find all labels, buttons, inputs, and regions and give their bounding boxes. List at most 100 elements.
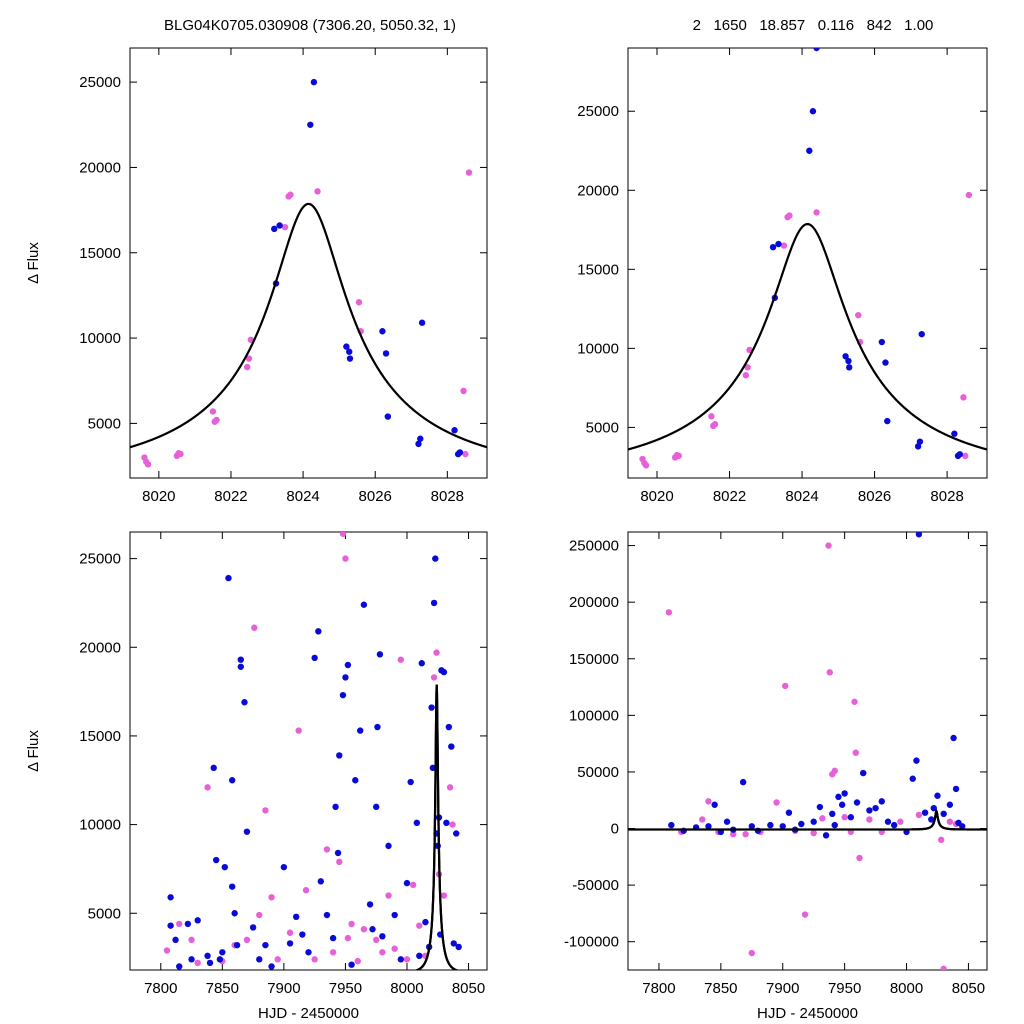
data-point bbox=[352, 777, 359, 784]
data-point bbox=[422, 918, 429, 926]
data-point bbox=[417, 435, 424, 442]
data-point bbox=[276, 222, 283, 229]
data-point bbox=[769, 243, 777, 251]
x-tick-label: 8028 bbox=[930, 488, 963, 505]
data-point bbox=[206, 959, 214, 967]
y-tick-label: 20000 bbox=[79, 159, 121, 176]
data-point bbox=[742, 830, 749, 838]
data-point bbox=[339, 532, 347, 537]
data-point bbox=[810, 818, 817, 825]
panel-bottom-left: 7800 7850 7900 7950 8000 8050 5000 10000 15000 20… bbox=[25, 531, 488, 1022]
data-point bbox=[329, 949, 337, 956]
data-point bbox=[847, 814, 855, 821]
data-point bbox=[262, 941, 269, 949]
data-point bbox=[231, 910, 238, 917]
data-point bbox=[940, 810, 947, 818]
data-point bbox=[825, 542, 832, 549]
data-point bbox=[453, 830, 460, 837]
data-point bbox=[274, 956, 281, 963]
data-point bbox=[382, 350, 390, 357]
x-tick-label: 8050 bbox=[952, 980, 985, 997]
data-point bbox=[413, 819, 421, 827]
data-point bbox=[455, 943, 462, 951]
data-point bbox=[730, 830, 737, 838]
data-point bbox=[167, 922, 174, 929]
data-point bbox=[841, 790, 848, 797]
data-point bbox=[384, 413, 392, 420]
data-point bbox=[443, 819, 450, 827]
data-point bbox=[456, 449, 464, 456]
x-axis-label: HJD - 2450000 bbox=[757, 1005, 858, 1022]
data-point bbox=[346, 355, 354, 362]
x-tick-label: 8024 bbox=[286, 488, 319, 505]
x-tick-label: 8000 bbox=[890, 980, 923, 997]
y-tick-label: 5000 bbox=[586, 419, 619, 436]
data-point bbox=[831, 821, 838, 829]
data-point bbox=[416, 922, 423, 929]
data-point bbox=[295, 727, 302, 734]
x-tick-label: 7900 bbox=[766, 980, 799, 997]
data-point bbox=[430, 674, 438, 681]
data-point bbox=[360, 926, 368, 933]
data-point bbox=[403, 879, 411, 887]
data-point bbox=[780, 242, 788, 249]
data-point bbox=[418, 319, 426, 326]
data-point bbox=[310, 78, 318, 86]
data-point bbox=[416, 952, 423, 960]
data-point bbox=[256, 911, 263, 919]
data-point bbox=[194, 917, 201, 924]
model-curve bbox=[130, 202, 487, 449]
y-tick-label: 15000 bbox=[577, 261, 619, 278]
data-point bbox=[838, 801, 846, 808]
data-point bbox=[354, 957, 361, 965]
data-point bbox=[915, 532, 923, 538]
data-point bbox=[256, 956, 263, 963]
data-point bbox=[369, 926, 376, 933]
y-tick-label: 5000 bbox=[88, 415, 121, 432]
data-point bbox=[921, 809, 929, 816]
data-point bbox=[775, 240, 782, 248]
data-point bbox=[219, 949, 226, 956]
y-tick-label: 25000 bbox=[577, 103, 619, 120]
data-point bbox=[956, 451, 964, 458]
data-point bbox=[860, 769, 867, 777]
data-point bbox=[445, 723, 453, 731]
data-point bbox=[959, 823, 966, 830]
data-point bbox=[855, 311, 862, 319]
data-point bbox=[143, 458, 150, 465]
data-point bbox=[641, 459, 648, 467]
header-left: BLG04K0705.030908 (7306.20, 5050.32, 1) bbox=[164, 17, 456, 34]
data-point bbox=[909, 775, 916, 782]
data-point bbox=[360, 601, 368, 608]
x-tick-label: 8026 bbox=[359, 488, 392, 505]
y-tick-label: 15000 bbox=[79, 728, 121, 745]
data-point bbox=[391, 945, 398, 952]
x-tick-label: 8000 bbox=[390, 980, 423, 997]
data-point bbox=[262, 807, 269, 814]
data-point bbox=[742, 372, 750, 379]
data-point bbox=[385, 892, 392, 899]
x-tick-label: 7800 bbox=[144, 980, 177, 997]
data-point bbox=[194, 959, 201, 967]
plot-area bbox=[163, 532, 462, 970]
data-point bbox=[163, 947, 171, 954]
data-point bbox=[845, 357, 852, 365]
data-point bbox=[385, 842, 392, 850]
plot-area bbox=[628, 48, 987, 469]
data-point bbox=[723, 818, 731, 825]
data-point bbox=[884, 417, 891, 425]
data-point bbox=[373, 803, 380, 811]
data-point bbox=[440, 668, 448, 676]
data-point bbox=[280, 863, 288, 871]
data-point bbox=[810, 829, 817, 837]
data-point bbox=[379, 933, 386, 940]
data-point bbox=[216, 956, 224, 963]
data-point bbox=[415, 440, 422, 448]
data-point bbox=[344, 661, 352, 669]
data-point bbox=[809, 108, 817, 115]
data-point bbox=[315, 628, 322, 635]
data-point bbox=[872, 804, 879, 812]
data-point bbox=[465, 169, 473, 176]
panels-group: 8020 8022 8024 8026 8028 5000 10000 15000 20000 2… bbox=[25, 47, 988, 1022]
data-point bbox=[212, 856, 220, 864]
